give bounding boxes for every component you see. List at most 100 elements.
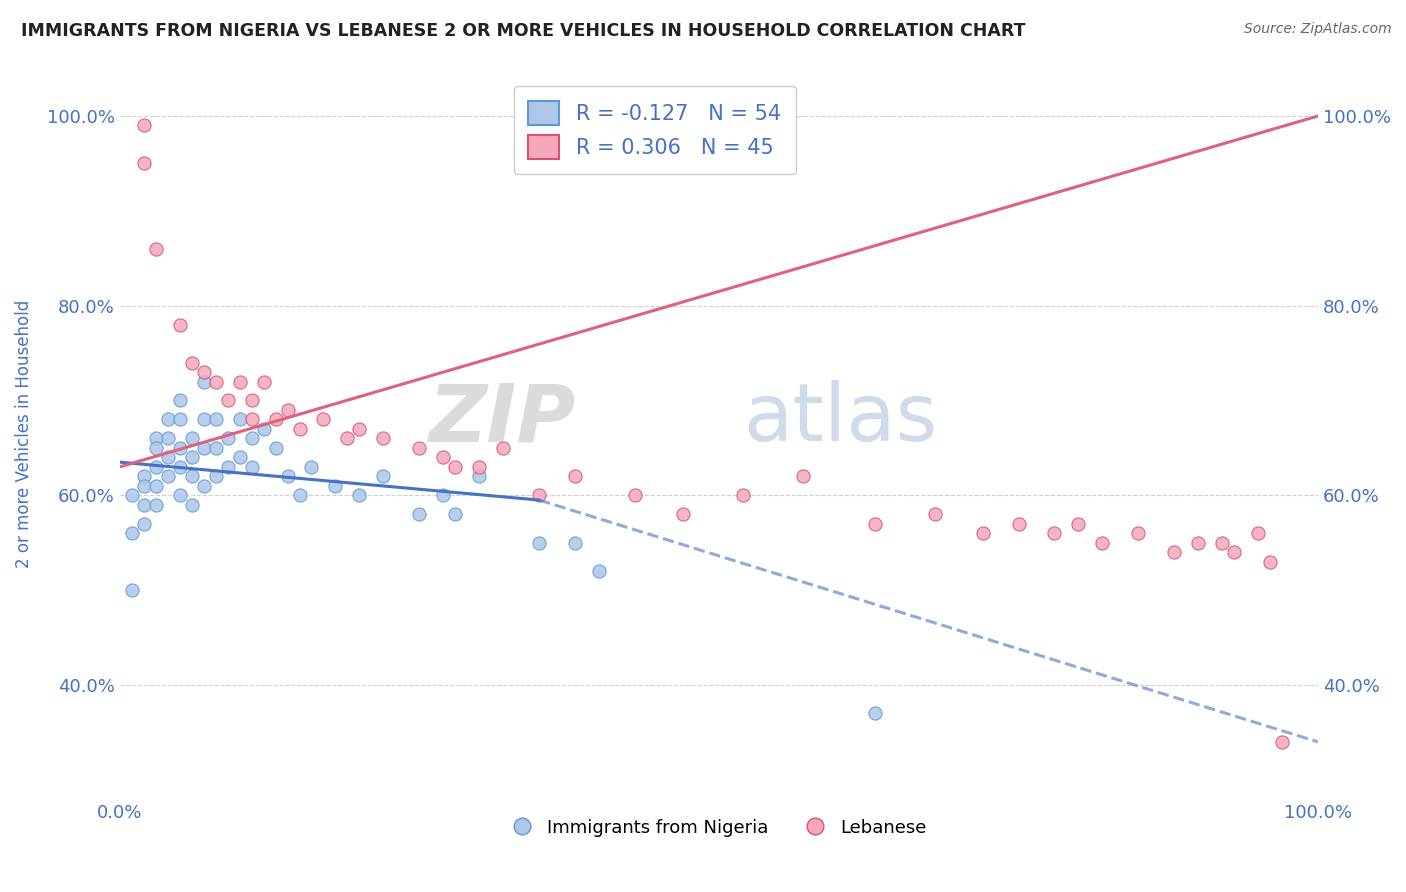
Point <box>145 242 167 256</box>
Point <box>180 498 202 512</box>
Point <box>145 479 167 493</box>
Point <box>145 441 167 455</box>
Point <box>169 459 191 474</box>
Point <box>169 488 191 502</box>
Point <box>156 412 179 426</box>
Point <box>731 488 754 502</box>
Text: IMMIGRANTS FROM NIGERIA VS LEBANESE 2 OR MORE VEHICLES IN HOUSEHOLD CORRELATION : IMMIGRANTS FROM NIGERIA VS LEBANESE 2 OR… <box>21 22 1025 40</box>
Point <box>217 459 239 474</box>
Point <box>1163 545 1185 559</box>
Point <box>193 375 215 389</box>
Point <box>204 469 226 483</box>
Text: Source: ZipAtlas.com: Source: ZipAtlas.com <box>1244 22 1392 37</box>
Point <box>264 412 287 426</box>
Point <box>276 469 298 483</box>
Point <box>672 508 695 522</box>
Text: ZIP: ZIP <box>427 380 575 458</box>
Point <box>1128 526 1150 541</box>
Point <box>132 469 155 483</box>
Point <box>408 441 430 455</box>
Point <box>180 450 202 465</box>
Point <box>169 393 191 408</box>
Point <box>121 583 143 598</box>
Point <box>373 432 395 446</box>
Point <box>1187 535 1209 549</box>
Point <box>240 432 263 446</box>
Point <box>373 469 395 483</box>
Point <box>204 412 226 426</box>
Point <box>145 498 167 512</box>
Point <box>228 450 250 465</box>
Point <box>588 564 610 578</box>
Point <box>1258 555 1281 569</box>
Point <box>132 498 155 512</box>
Point <box>1043 526 1066 541</box>
Point <box>193 441 215 455</box>
Point <box>240 393 263 408</box>
Point <box>193 412 215 426</box>
Point <box>252 422 274 436</box>
Point <box>468 459 491 474</box>
Point <box>240 412 263 426</box>
Point <box>180 355 202 369</box>
Point <box>527 488 550 502</box>
Point <box>169 318 191 332</box>
Point <box>145 459 167 474</box>
Point <box>288 488 311 502</box>
Point <box>336 432 359 446</box>
Point <box>863 516 886 531</box>
Point <box>527 535 550 549</box>
Point <box>564 535 586 549</box>
Point <box>169 412 191 426</box>
Point <box>264 441 287 455</box>
Point <box>193 479 215 493</box>
Point <box>432 450 454 465</box>
Point <box>1007 516 1029 531</box>
Point <box>276 403 298 417</box>
Point <box>180 469 202 483</box>
Point <box>1091 535 1114 549</box>
Point <box>132 156 155 170</box>
Point <box>564 469 586 483</box>
Point <box>492 441 515 455</box>
Point <box>444 459 467 474</box>
Point <box>863 706 886 721</box>
Point <box>204 375 226 389</box>
Point <box>301 459 323 474</box>
Point <box>1271 735 1294 749</box>
Point <box>156 469 179 483</box>
Point <box>156 432 179 446</box>
Point <box>240 459 263 474</box>
Point <box>180 432 202 446</box>
Point <box>204 441 226 455</box>
Point <box>217 432 239 446</box>
Point <box>217 393 239 408</box>
Point <box>169 441 191 455</box>
Point <box>1247 526 1270 541</box>
Point <box>924 508 946 522</box>
Point <box>325 479 347 493</box>
Legend: Immigrants from Nigeria, Lebanese: Immigrants from Nigeria, Lebanese <box>503 811 934 845</box>
Point <box>349 422 371 436</box>
Point <box>252 375 274 389</box>
Point <box>156 450 179 465</box>
Point <box>121 488 143 502</box>
Point <box>228 412 250 426</box>
Point <box>132 516 155 531</box>
Point <box>312 412 335 426</box>
Point <box>1223 545 1246 559</box>
Point <box>1067 516 1090 531</box>
Text: atlas: atlas <box>742 380 938 458</box>
Point <box>444 508 467 522</box>
Point <box>468 469 491 483</box>
Y-axis label: 2 or more Vehicles in Household: 2 or more Vehicles in Household <box>15 300 32 568</box>
Point <box>228 375 250 389</box>
Point <box>408 508 430 522</box>
Point <box>349 488 371 502</box>
Point <box>193 365 215 379</box>
Point <box>624 488 647 502</box>
Point <box>972 526 994 541</box>
Point <box>145 432 167 446</box>
Point <box>132 479 155 493</box>
Point <box>132 119 155 133</box>
